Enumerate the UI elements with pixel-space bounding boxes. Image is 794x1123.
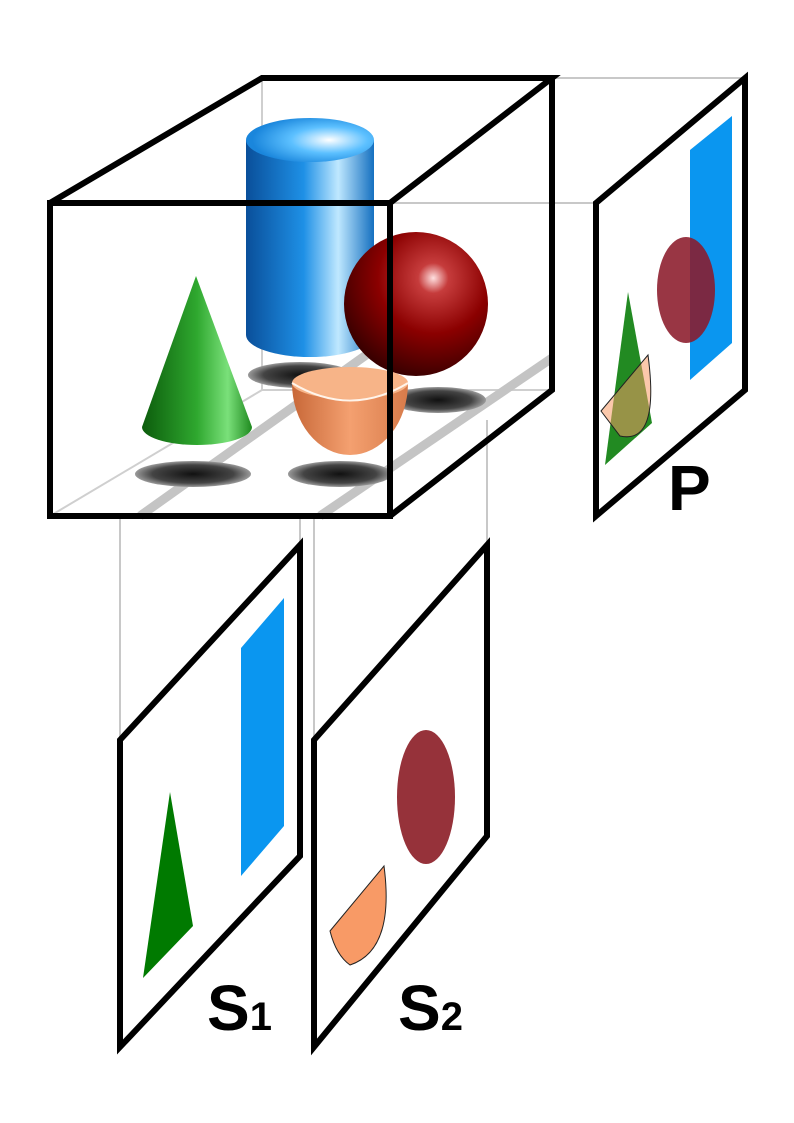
s2-sphere-shape [397, 730, 455, 864]
projection-plane-p [593, 71, 748, 523]
label-s1-subscript: 1 [250, 995, 272, 1039]
s1-cone-shape [143, 792, 193, 978]
shadow-sphere [390, 387, 486, 413]
scene-box [47, 75, 561, 519]
object-shadows [135, 362, 486, 487]
label-s1-letter: S [207, 972, 250, 1044]
sphere [344, 232, 488, 376]
p-sphere-shape [657, 237, 715, 343]
p-bowl-shape [600, 353, 652, 438]
cone [142, 276, 252, 445]
label-p: P [668, 452, 711, 524]
shadow-bowl [288, 461, 392, 487]
cylinder [246, 118, 374, 357]
s1-cylinder-shape [241, 598, 284, 876]
bowl [291, 367, 409, 455]
slice-plane-s1 [117, 537, 303, 1055]
label-s2-letter: S [398, 972, 441, 1044]
slice-plane-s2 [311, 537, 490, 1056]
s2-bowl-shape [329, 864, 387, 966]
label-s2: S2 [398, 972, 463, 1044]
shadow-cone [135, 461, 251, 487]
label-s1: S1 [207, 972, 272, 1044]
label-s2-subscript: 2 [441, 995, 463, 1039]
